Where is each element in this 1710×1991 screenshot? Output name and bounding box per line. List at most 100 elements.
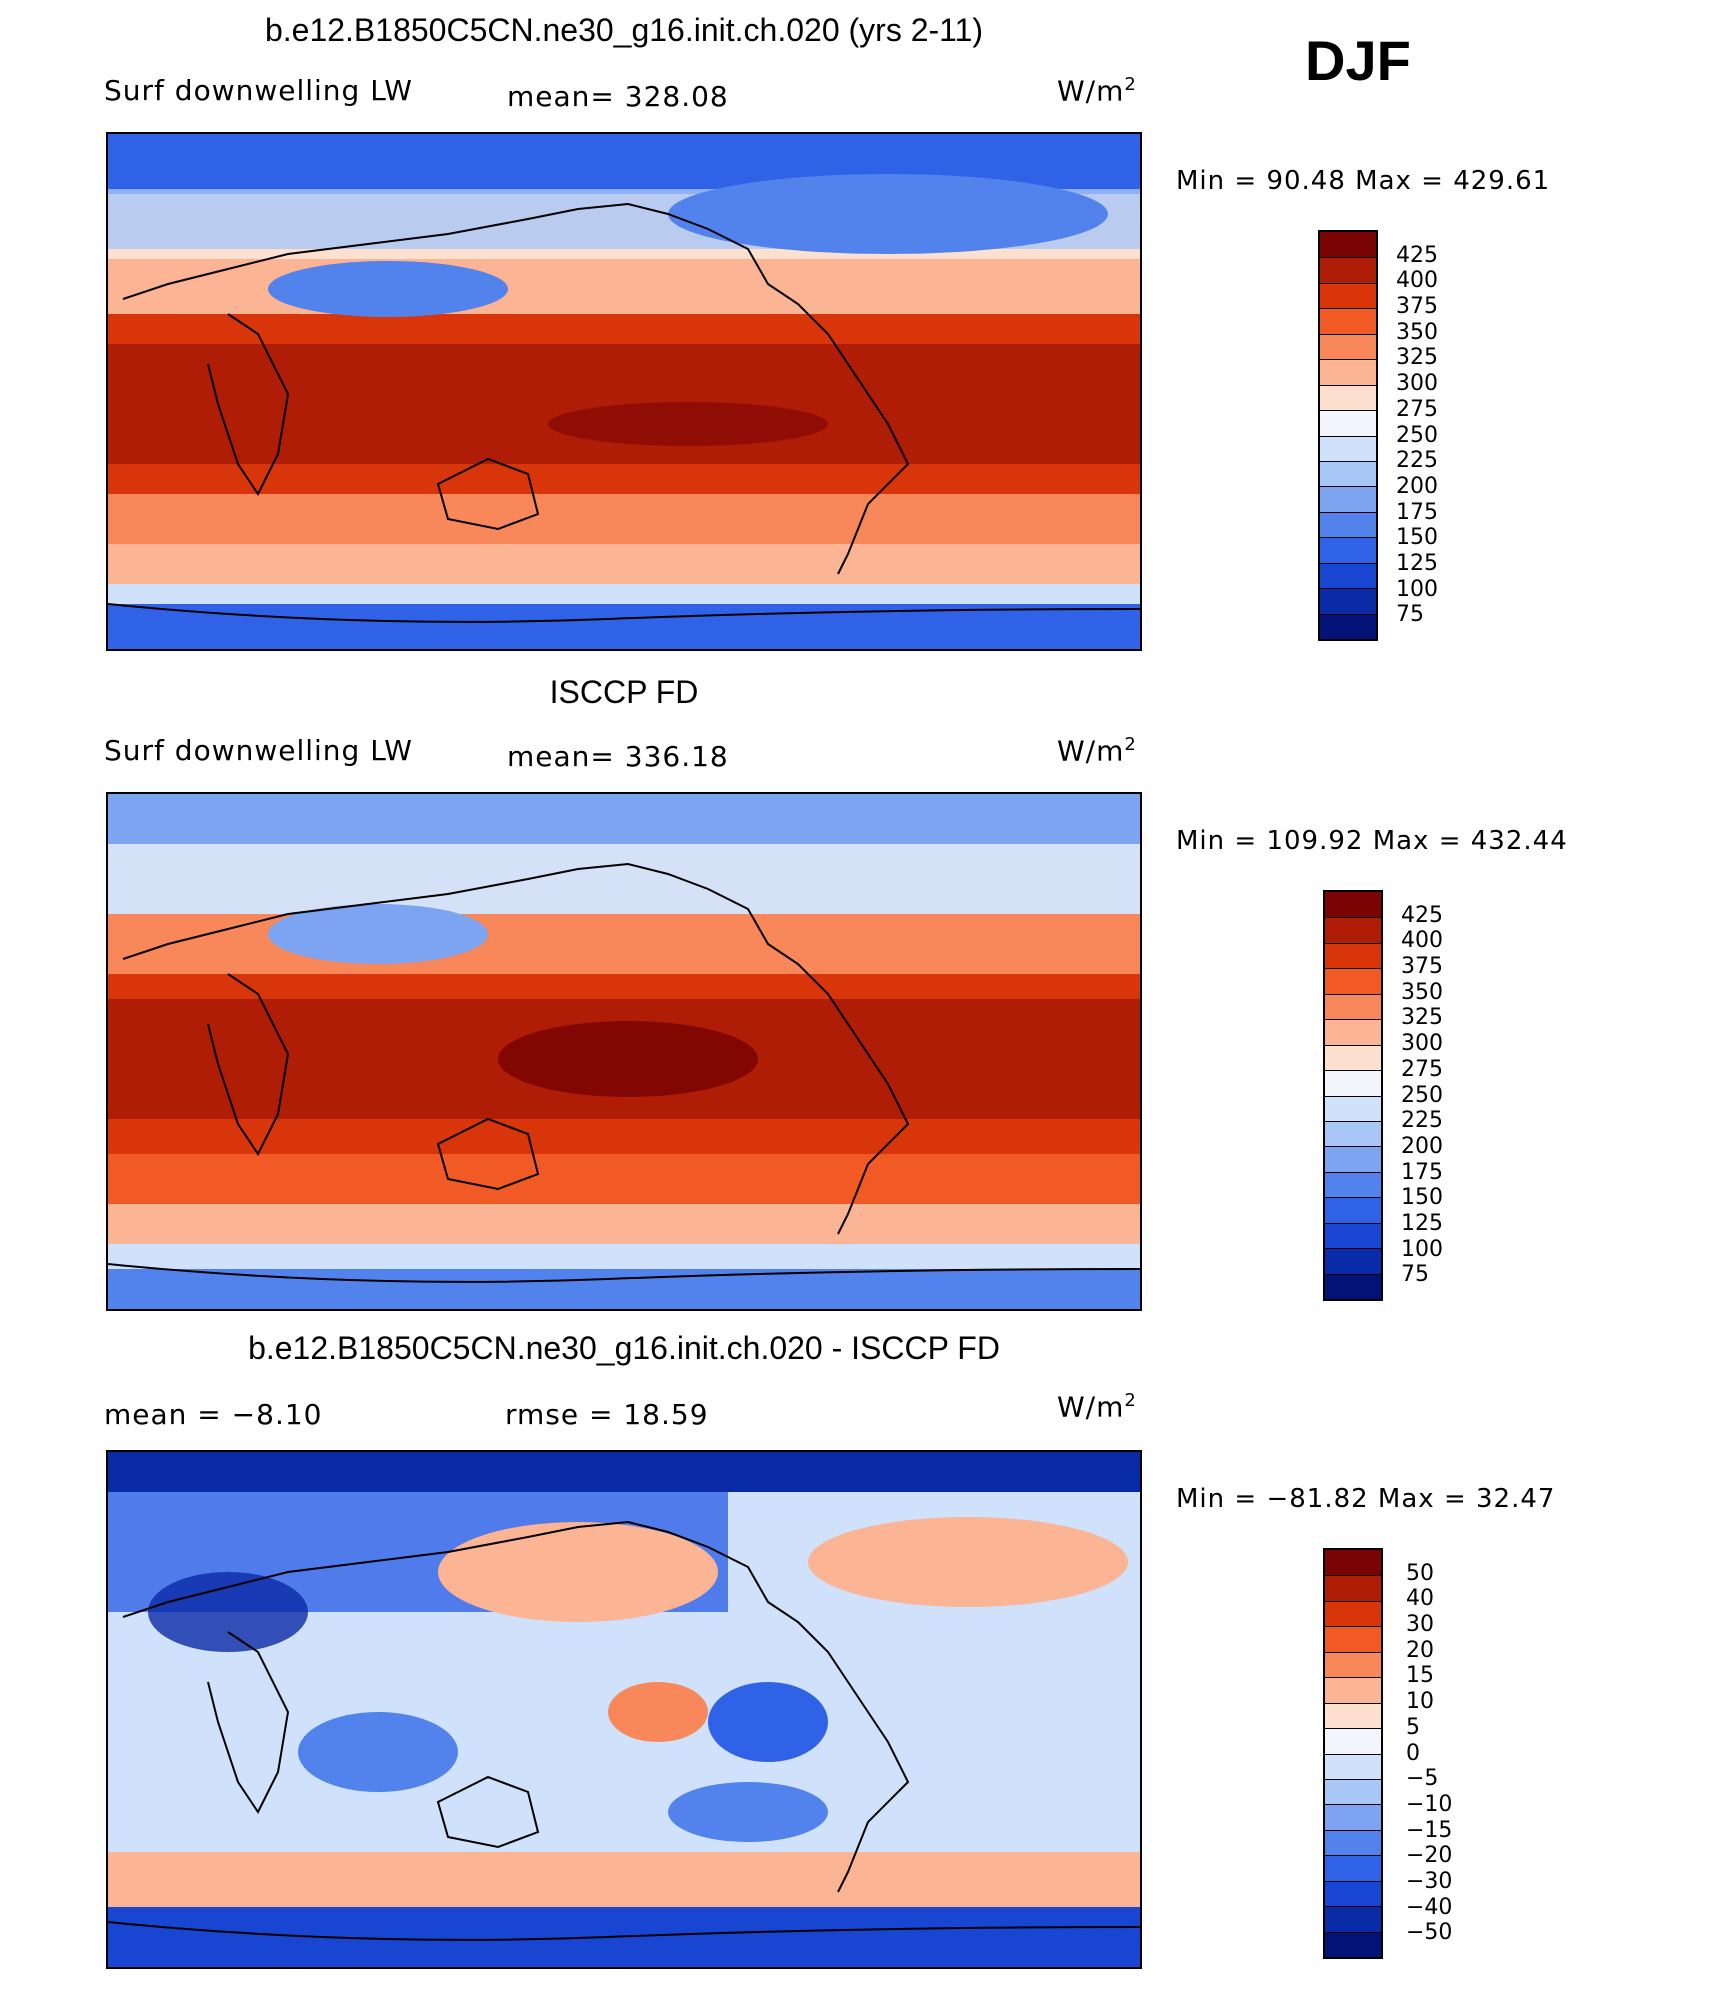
- colorbar-tick-label: 125: [1396, 550, 1438, 576]
- colorbar-tick-label: 175: [1396, 499, 1438, 525]
- colorbar-tick-label: 325: [1401, 1005, 1443, 1031]
- colorbar-tick-label: 15: [1406, 1663, 1434, 1689]
- colorbar-swatch: [1320, 384, 1376, 411]
- colorbar-swatch: [1325, 1880, 1381, 1907]
- panel-2-minmax: Min = 109.92 Max = 432.44: [1176, 826, 1568, 856]
- colorbar-tick-label: 50: [1406, 1560, 1434, 1586]
- colorbar-swatch: [1325, 968, 1381, 994]
- colorbar-tick-label: 30: [1406, 1612, 1434, 1638]
- colorbar-swatch: [1325, 1626, 1381, 1652]
- colorbar-swatch: [1325, 917, 1381, 943]
- colorbar-swatch: [1325, 1702, 1381, 1729]
- colorbar-tick-label: 150: [1401, 1185, 1443, 1211]
- panel-2-map: [106, 792, 1142, 1311]
- colorbar-tick-label: −10: [1406, 1791, 1453, 1817]
- panel-2-title: ISCCP FD: [549, 674, 699, 710]
- colorbar-swatch: [1325, 1677, 1381, 1703]
- colorbar-tick-label: −50: [1406, 1920, 1453, 1946]
- colorbar-swatch: [1325, 1550, 1381, 1576]
- colorbar-tick-label: 325: [1396, 345, 1438, 371]
- colorbar-tick-label: 300: [1396, 371, 1438, 397]
- colorbar-swatch: [1325, 1651, 1381, 1678]
- colorbar-swatch: [1320, 308, 1376, 334]
- panel-2-map-field: [108, 794, 1140, 1309]
- colorbar-swatch: [1320, 511, 1376, 538]
- panel-2-left-label: Surf downwelling LW: [104, 734, 413, 767]
- colorbar-swatch: [1325, 1906, 1381, 1932]
- colorbar-swatch: [1325, 1197, 1381, 1223]
- colorbar-swatch: [1320, 613, 1376, 639]
- colorbar-tick-label: −5: [1406, 1766, 1439, 1792]
- panel-1-map-field: [108, 134, 1140, 649]
- colorbar-tick-label: 250: [1401, 1082, 1443, 1108]
- colorbar-swatch: [1325, 1120, 1381, 1147]
- colorbar-tick-label: 225: [1396, 448, 1438, 474]
- colorbar-tick-label: 40: [1406, 1586, 1434, 1612]
- colorbar-tick-label: 125: [1401, 1210, 1443, 1236]
- colorbar-tick-label: 425: [1396, 242, 1438, 268]
- colorbar-swatch: [1325, 1273, 1381, 1299]
- panel-2-stat-label: mean= 336.18: [507, 740, 729, 773]
- colorbar-swatch: [1325, 1070, 1381, 1096]
- panel-1-colorbar: [1318, 230, 1378, 641]
- panel-3-map: [106, 1450, 1142, 1969]
- colorbar-swatch: [1325, 1044, 1381, 1071]
- colorbar-swatch: [1325, 1778, 1381, 1805]
- colorbar-swatch: [1325, 1600, 1381, 1627]
- colorbar-swatch: [1325, 1931, 1381, 1957]
- colorbar-tick-label: 200: [1401, 1133, 1443, 1159]
- colorbar-swatch: [1325, 1855, 1381, 1881]
- colorbar-tick-label: 375: [1401, 954, 1443, 980]
- colorbar-swatch: [1325, 1248, 1381, 1274]
- panel-1-stat-label: mean= 328.08: [507, 80, 729, 113]
- colorbar-swatch: [1320, 460, 1376, 487]
- panel-3-stat-label: rmse = 18.59: [505, 1398, 709, 1431]
- panel-3-unit: W/m2: [1057, 1390, 1137, 1424]
- colorbar-swatch: [1325, 1753, 1381, 1779]
- panel-1-map: [106, 132, 1142, 651]
- colorbar-swatch: [1320, 562, 1376, 589]
- colorbar-tick-label: 400: [1401, 928, 1443, 954]
- colorbar-tick-label: −30: [1406, 1868, 1453, 1894]
- colorbar-swatch: [1325, 1829, 1381, 1856]
- colorbar-tick-label: 300: [1401, 1031, 1443, 1057]
- panel-1-unit: W/m2: [1057, 74, 1137, 108]
- colorbar-swatch: [1325, 1222, 1381, 1249]
- panel-1-left-label: Surf downwelling LW: [104, 74, 413, 107]
- colorbar-tick-label: 75: [1396, 602, 1424, 628]
- colorbar-swatch: [1320, 537, 1376, 563]
- panel-1-minmax: Min = 90.48 Max = 429.61: [1176, 166, 1551, 196]
- colorbar-swatch: [1320, 486, 1376, 512]
- colorbar-tick-label: −15: [1406, 1817, 1453, 1843]
- colorbar-swatch: [1325, 993, 1381, 1020]
- colorbar-tick-label: 175: [1401, 1159, 1443, 1185]
- panel-1-title: b.e12.B1850C5CN.ne30_g16.init.ch.020 (yr…: [264, 12, 984, 48]
- colorbar-tick-label: 250: [1396, 422, 1438, 448]
- colorbar-swatch: [1325, 1019, 1381, 1045]
- colorbar-tick-label: 350: [1401, 979, 1443, 1005]
- colorbar-swatch: [1320, 435, 1376, 461]
- colorbar-tick-label: 100: [1401, 1236, 1443, 1262]
- colorbar-tick-label: 100: [1396, 576, 1438, 602]
- colorbar-tick-label: 5: [1406, 1714, 1420, 1740]
- colorbar-swatch: [1320, 588, 1376, 614]
- colorbar-tick-label: 150: [1396, 525, 1438, 551]
- colorbar-swatch: [1325, 892, 1381, 918]
- panel-3-left-label: mean = −8.10: [104, 1398, 323, 1431]
- colorbar-swatch: [1325, 1095, 1381, 1121]
- colorbar-swatch: [1320, 410, 1376, 436]
- panel-2-colorbar: [1323, 890, 1383, 1301]
- colorbar-tick-label: 400: [1396, 268, 1438, 294]
- colorbar-tick-label: 0: [1406, 1740, 1420, 1766]
- colorbar-swatch: [1320, 333, 1376, 360]
- colorbar-tick-label: 225: [1401, 1108, 1443, 1134]
- colorbar-tick-label: 10: [1406, 1689, 1434, 1715]
- colorbar-swatch: [1325, 942, 1381, 969]
- panel-3-map-field: [108, 1452, 1140, 1967]
- panel-3-minmax: Min = −81.82 Max = 32.47: [1176, 1484, 1556, 1514]
- colorbar-swatch: [1325, 1728, 1381, 1754]
- colorbar-tick-label: 20: [1406, 1637, 1434, 1663]
- colorbar-tick-label: 275: [1396, 396, 1438, 422]
- colorbar-swatch: [1320, 257, 1376, 283]
- colorbar-swatch: [1320, 232, 1376, 258]
